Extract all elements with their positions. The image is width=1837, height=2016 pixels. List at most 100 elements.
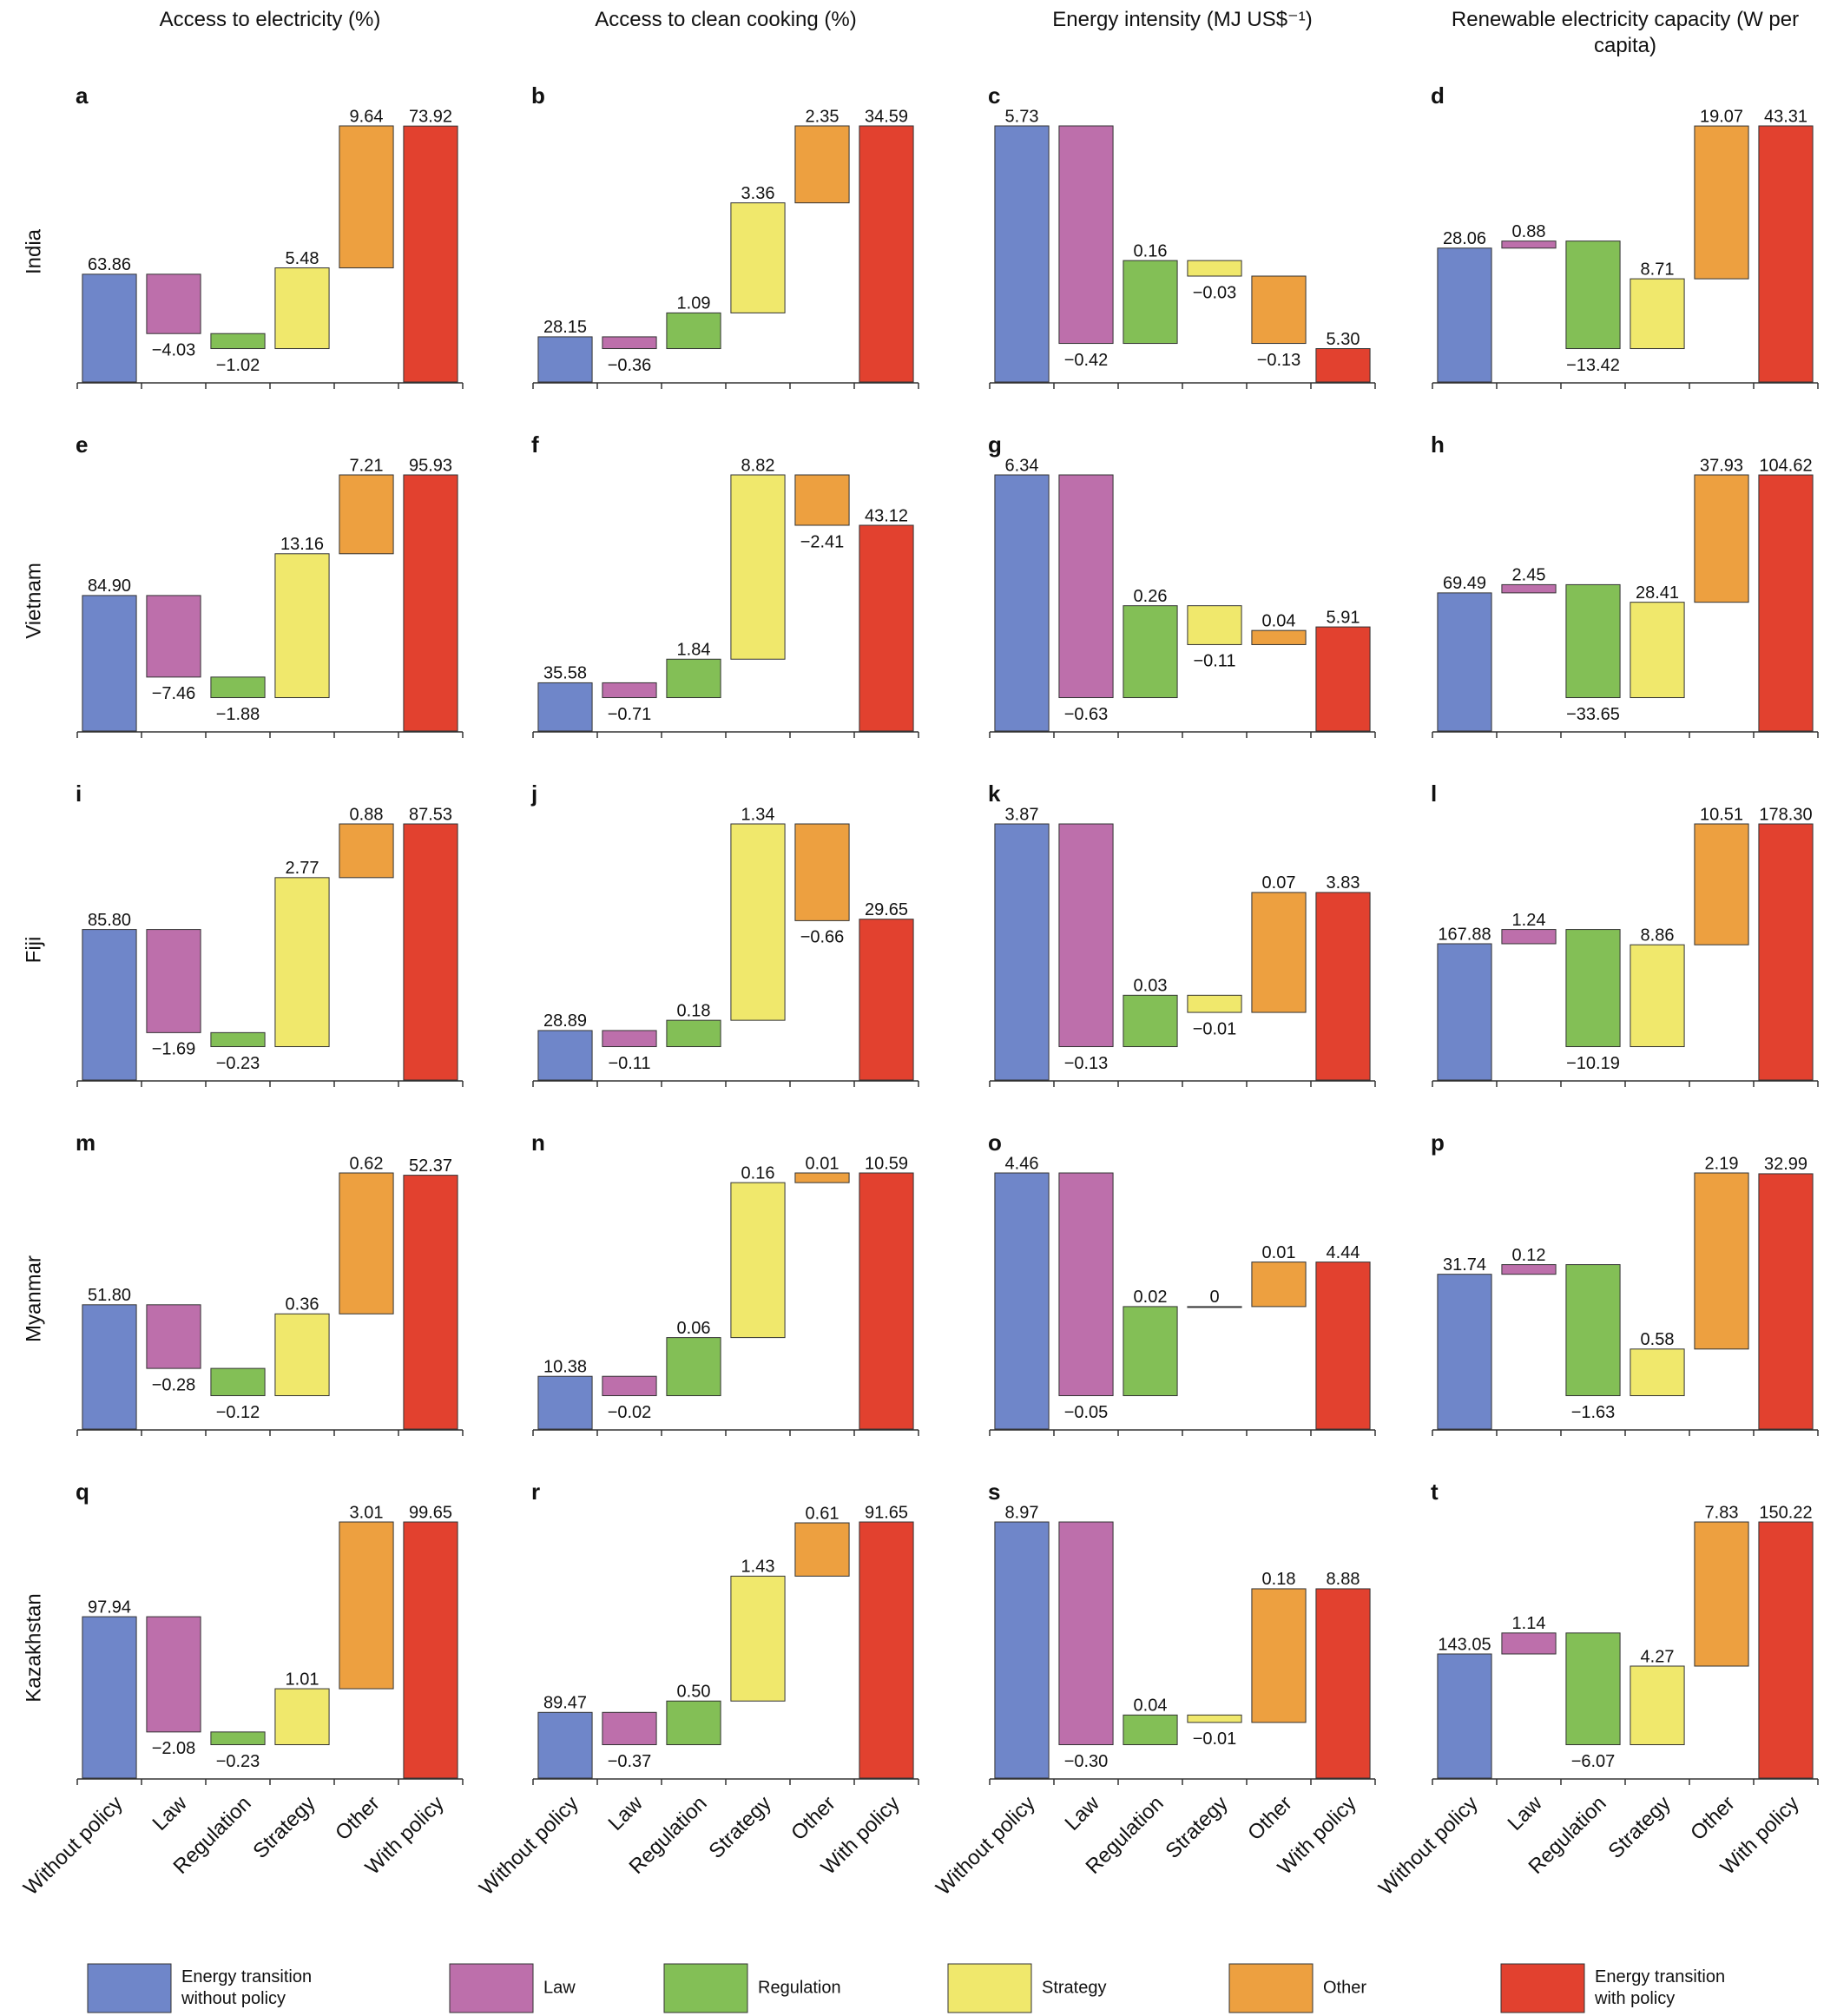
- panel: i 85.80 −1.69 −0.23 2.77 0.88 87.53: [76, 781, 464, 1087]
- bar: [1758, 1521, 1814, 1779]
- value-label: −0.11: [608, 1054, 650, 1073]
- x-tick-label: Without policy: [932, 1792, 1040, 1901]
- x-tick-label: Other: [787, 1792, 840, 1846]
- value-label: 31.74: [1443, 1255, 1486, 1275]
- bar: [666, 1337, 721, 1397]
- x-tick-label: Law: [148, 1791, 193, 1835]
- value-label: −0.01: [1193, 1019, 1237, 1038]
- row-label: Fiji: [22, 937, 45, 964]
- bar: [859, 919, 914, 1081]
- bar: [82, 1304, 137, 1430]
- legend-swatch: [1500, 1963, 1585, 2013]
- bar: [82, 1616, 137, 1779]
- x-tick-label: Without policy: [19, 1792, 128, 1901]
- bar: [1437, 592, 1492, 732]
- value-label: 29.65: [865, 900, 908, 919]
- panel-letter: b: [531, 82, 545, 109]
- bar: [339, 1172, 394, 1314]
- value-label: 0.16: [1134, 241, 1168, 260]
- bar: [403, 823, 458, 1081]
- bar: [274, 1313, 330, 1397]
- legend-swatch: [947, 1963, 1032, 2013]
- value-label: 1.43: [741, 1558, 775, 1577]
- panel-letter: j: [530, 781, 537, 807]
- value-label: −0.28: [152, 1375, 196, 1394]
- bar: [1187, 1306, 1242, 1308]
- legend-label: Law: [543, 1978, 576, 1998]
- bar: [994, 1172, 1050, 1430]
- bar: [537, 682, 593, 732]
- x-tick-label: Law: [1504, 1791, 1548, 1835]
- value-label: −0.37: [608, 1752, 652, 1771]
- value-label: 13.16: [280, 535, 324, 554]
- bar: [1315, 626, 1371, 732]
- bar: [403, 1175, 458, 1430]
- value-label: 150.22: [1759, 1503, 1812, 1522]
- value-label: 3.87: [1005, 805, 1039, 824]
- value-label: 97.94: [88, 1598, 131, 1617]
- x-tick-label: Without policy: [1374, 1792, 1483, 1901]
- value-label: −0.36: [608, 356, 652, 375]
- bar: [1058, 1172, 1114, 1397]
- bar: [210, 676, 266, 699]
- value-label: 1.09: [677, 294, 711, 313]
- bar: [1437, 943, 1492, 1081]
- bar: [1565, 929, 1621, 1048]
- bar: [339, 823, 394, 879]
- value-label: 28.89: [543, 1011, 587, 1031]
- value-label: 8.71: [1641, 260, 1675, 279]
- bar: [602, 336, 657, 350]
- value-label: 87.53: [409, 805, 452, 824]
- value-label: 63.86: [88, 255, 131, 274]
- bar: [210, 333, 266, 350]
- bar: [1187, 994, 1242, 1013]
- value-label: 0.04: [1262, 611, 1296, 630]
- value-label: 0.02: [1134, 1288, 1168, 1307]
- bar: [1758, 1173, 1814, 1430]
- bar: [537, 1030, 593, 1081]
- bar: [403, 1521, 458, 1779]
- bar: [602, 682, 657, 699]
- legend-label: Regulation: [758, 1978, 841, 1998]
- value-label: 0.88: [350, 805, 384, 824]
- bar: [666, 1019, 721, 1048]
- bar: [602, 1030, 657, 1048]
- bar: [537, 1375, 593, 1430]
- panel-letter: f: [531, 432, 539, 458]
- value-label: 1.14: [1512, 1614, 1546, 1633]
- value-label: 1.24: [1512, 911, 1546, 930]
- bar: [1123, 1714, 1178, 1746]
- bar: [794, 1172, 850, 1183]
- value-label: −0.12: [216, 1403, 260, 1422]
- value-label: −2.41: [800, 532, 845, 551]
- panel: h 69.49 2.45 −33.65 28.41 37.93 104.62: [1431, 432, 1819, 738]
- value-label: 84.90: [88, 576, 131, 596]
- value-label: 5.30: [1327, 330, 1360, 349]
- panel: c 5.73 −0.42 0.16 −0.03 −0.13 5.30: [988, 82, 1376, 389]
- bar: [403, 125, 458, 383]
- value-label: 7.83: [1705, 1503, 1739, 1522]
- x-tick-label: Law: [604, 1791, 649, 1835]
- value-label: −0.23: [216, 1752, 260, 1771]
- value-label: 0.01: [806, 1154, 839, 1173]
- bar: [1565, 1264, 1621, 1397]
- value-label: 0.18: [1262, 1570, 1296, 1589]
- value-label: 0.07: [1262, 873, 1296, 893]
- bar: [1630, 944, 1685, 1048]
- panel: f 35.58 −0.71 1.84 8.82 −2.41 43.12: [531, 432, 919, 738]
- x-tick-label: Strategy: [248, 1792, 319, 1863]
- bar: [210, 1731, 266, 1746]
- panel: m 51.80 −0.28 −0.12 0.36 0.62 52.37: [76, 1130, 464, 1436]
- value-label: 0.16: [741, 1163, 775, 1183]
- value-label: 43.12: [865, 506, 908, 525]
- value-label: −13.42: [1566, 356, 1620, 375]
- legend-swatch: [663, 1963, 748, 2013]
- bar: [537, 336, 593, 383]
- value-label: 0.50: [677, 1683, 711, 1702]
- bar: [339, 474, 394, 555]
- bar: [994, 125, 1050, 383]
- value-label: −0.02: [608, 1403, 652, 1422]
- bar: [1501, 1264, 1557, 1275]
- bar: [146, 929, 201, 1033]
